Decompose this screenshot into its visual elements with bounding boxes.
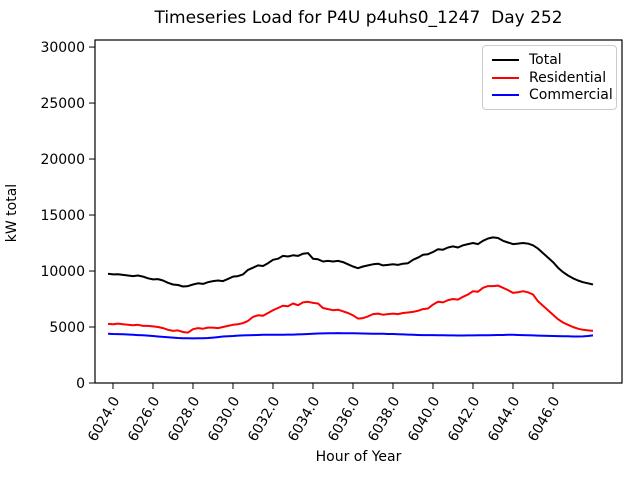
x-tick-label: 6030.0 bbox=[205, 394, 243, 444]
x-tick-label: 6034.0 bbox=[285, 394, 323, 444]
legend-label-residential: Residential bbox=[529, 69, 607, 86]
x-tick-label: 6042.0 bbox=[445, 394, 483, 444]
y-tick-label: 15000 bbox=[40, 208, 85, 224]
x-axis-label: Hour of Year bbox=[315, 449, 402, 465]
y-tick-label: 10000 bbox=[40, 264, 85, 280]
x-tick-label: 6024.0 bbox=[85, 394, 123, 444]
legend-item-commercial: Commercial bbox=[492, 86, 613, 104]
x-tick-label: 6032.0 bbox=[245, 394, 283, 444]
residential-line-swatch bbox=[492, 76, 519, 79]
legend-label-total: Total bbox=[529, 51, 562, 68]
axes-spines bbox=[94, 39, 623, 384]
y-axis-label: kW total bbox=[4, 183, 20, 243]
y-tick-label: 0 bbox=[76, 376, 85, 392]
x-tick-label: 6046.0 bbox=[525, 394, 563, 444]
x-tick-label: 6028.0 bbox=[165, 394, 203, 444]
legend-item-total: Total bbox=[492, 51, 607, 69]
total-line-swatch bbox=[492, 58, 519, 61]
y-tick-label: 20000 bbox=[40, 152, 85, 168]
x-tick-label: 6038.0 bbox=[365, 394, 403, 444]
y-tick-label: 30000 bbox=[40, 40, 85, 56]
x-tick-label: 6026.0 bbox=[125, 394, 163, 444]
y-tick-label: 5000 bbox=[49, 320, 85, 336]
series-line-total bbox=[107, 236, 594, 288]
legend: Total Residential Commercial bbox=[482, 45, 617, 110]
legend-label-commercial: Commercial bbox=[529, 87, 613, 104]
commercial-line-swatch bbox=[492, 94, 519, 97]
y-tick-label: 25000 bbox=[40, 96, 85, 112]
series-line-commercial bbox=[107, 332, 594, 340]
x-tick-label: 6044.0 bbox=[485, 394, 523, 444]
x-tick-label: 6040.0 bbox=[405, 394, 443, 444]
x-tick-label: 6036.0 bbox=[325, 394, 363, 444]
legend-item-residential: Residential bbox=[492, 69, 607, 87]
series-line-residential bbox=[107, 284, 594, 334]
chart-title: Timeseries Load for P4U p4uhs0_1247 Day … bbox=[154, 8, 563, 28]
